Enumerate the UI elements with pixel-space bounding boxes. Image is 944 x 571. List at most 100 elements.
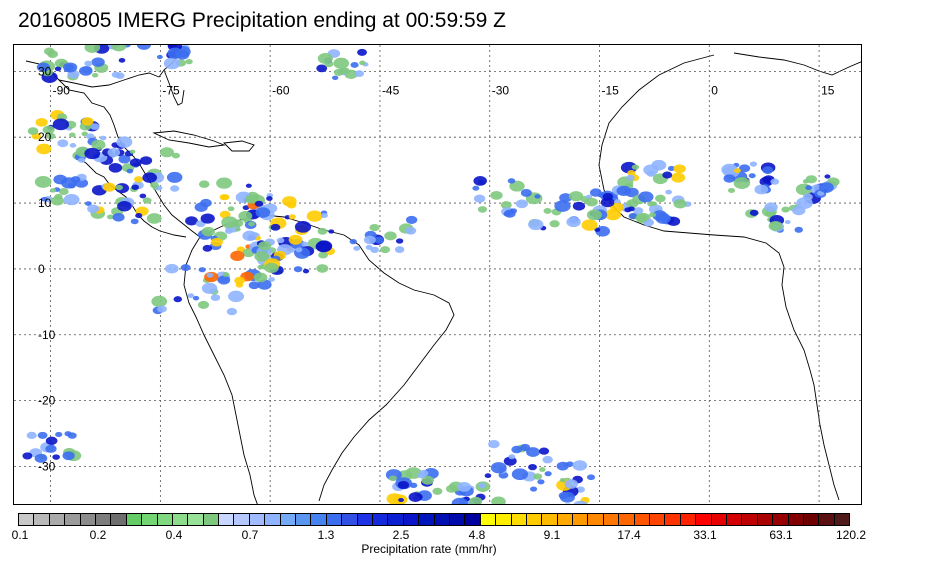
precip-cell — [572, 460, 588, 471]
colorbar-cell — [265, 514, 281, 525]
precip-cell — [500, 201, 512, 210]
colorbar-cell — [526, 514, 543, 525]
precip-cell — [626, 174, 635, 181]
precip-cell — [230, 250, 245, 262]
precip-cell — [515, 199, 529, 209]
precip-cell — [824, 174, 831, 179]
precip-cell — [45, 436, 58, 445]
precip-cell — [301, 241, 309, 247]
latitude-labels: 30 20 10 0 -10 -20 -30 — [38, 64, 56, 473]
precip-cell — [187, 293, 195, 299]
precip-cell — [200, 213, 215, 224]
colorbar-cell — [542, 514, 558, 525]
precip-cell — [268, 276, 275, 282]
colorbar-cell — [388, 514, 404, 525]
colorbar-cell — [419, 514, 435, 525]
precip-cell — [126, 168, 134, 174]
precip-cell — [473, 176, 487, 186]
colorbar-tick-label: 63.1 — [769, 528, 793, 542]
precip-cell — [255, 207, 271, 218]
precip-cell — [628, 212, 638, 220]
precip-cell — [210, 294, 221, 301]
precip-cell — [201, 282, 218, 294]
precip-cell — [106, 214, 114, 220]
colorbar-tick-label: 33.1 — [693, 528, 717, 542]
colorbar-tick-labels: 0.1 0.2 0.4 0.7 1.3 2.5 4.8 9.1 17.4 33.1 63.1 120.… — [0, 528, 944, 544]
precip-cell — [671, 172, 686, 183]
longitude-label: -75 — [162, 83, 180, 97]
precip-cell — [581, 219, 598, 231]
colorbar-cell — [711, 514, 727, 525]
precip-cell — [749, 209, 759, 216]
precip-cell — [248, 221, 255, 227]
precip-cell — [69, 143, 77, 148]
precip-cell — [655, 213, 671, 224]
precip-cell — [166, 171, 183, 183]
precip-cell — [509, 208, 518, 214]
precip-cell — [614, 199, 621, 204]
precip-cell — [764, 202, 778, 212]
coastline-europe — [733, 52, 861, 76]
colorbar-cell — [219, 514, 235, 525]
colorbar-tick-label: 4.8 — [468, 528, 486, 542]
precip-cell — [318, 251, 328, 259]
precip-cell — [511, 468, 529, 481]
precip-cell — [397, 481, 410, 490]
colorbar-cell — [357, 514, 373, 525]
precip-cell — [139, 193, 147, 199]
longitude-label: -45 — [382, 83, 400, 97]
colorbar-label: Precipitation rate (mm/hr) — [361, 542, 497, 556]
precip-cell — [662, 171, 673, 179]
precip-cell — [185, 58, 193, 65]
precip-cell — [216, 177, 233, 189]
precip-cell — [573, 500, 588, 504]
precip-cell — [282, 196, 297, 207]
colorbar-cell — [372, 514, 389, 525]
precip-cell — [759, 176, 774, 187]
precip-cell — [469, 496, 483, 504]
precip-cell — [421, 475, 434, 485]
precip-cell — [586, 209, 602, 221]
precip-cell — [118, 154, 131, 164]
precip-cell — [79, 66, 93, 76]
precip-cell — [245, 194, 259, 204]
precip-cell — [667, 165, 676, 172]
colorbar-cell — [126, 514, 143, 525]
precip-cell — [194, 202, 208, 212]
precip-cell — [528, 219, 544, 231]
precip-cell — [805, 175, 818, 184]
colorbar-cell — [449, 514, 466, 525]
precip-cell — [549, 220, 560, 228]
precip-cell — [27, 127, 39, 135]
precip-cell — [477, 206, 488, 213]
colorbar-cell — [834, 514, 850, 525]
precip-cell — [130, 218, 139, 225]
precip-cell — [99, 135, 107, 141]
precip-cell — [62, 451, 75, 461]
precip-cell — [77, 157, 86, 163]
precip-cell — [650, 201, 658, 207]
precip-cell — [451, 497, 468, 504]
precip-cell — [202, 244, 213, 252]
precip-cell — [638, 191, 654, 203]
precip-cell — [733, 168, 741, 174]
colorbar-cell — [142, 514, 158, 525]
precip-cell — [544, 471, 552, 477]
precip-cell — [58, 188, 69, 196]
precip-cell — [473, 194, 486, 203]
colorbar-tick-label: 17.4 — [617, 528, 641, 542]
precip-cell — [328, 229, 335, 234]
precip-cell — [509, 180, 525, 192]
precip-cell — [394, 246, 405, 253]
precip-cell — [63, 62, 78, 73]
precip-cell — [315, 241, 332, 253]
precip-cell — [405, 215, 418, 224]
precip-cell — [395, 238, 404, 244]
precip-cell — [302, 268, 310, 274]
colorbar-cell — [588, 514, 604, 525]
precip-cell — [36, 143, 52, 155]
precip-cell — [781, 206, 790, 213]
precip-cell — [317, 227, 328, 235]
precip-cell — [133, 176, 144, 183]
precip-cell — [131, 184, 140, 190]
